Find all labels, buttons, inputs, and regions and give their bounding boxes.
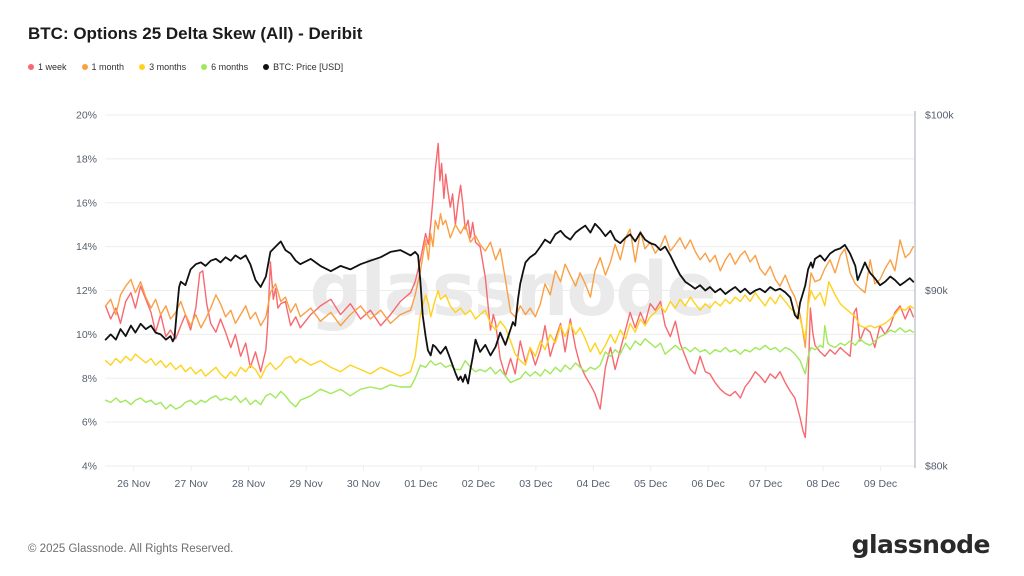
series-line-6-months xyxy=(104,324,914,410)
copyright-text: © 2025 Glassnode. All Rights Reserved. xyxy=(28,543,234,555)
page-title: BTC: Options 25 Delta Skew (All) - Derib… xyxy=(28,24,363,43)
x-axis-tick-label: 06 Dec xyxy=(692,478,725,490)
legend-label: 1 month xyxy=(91,62,125,72)
left-axis-tick-label: 12% xyxy=(76,285,97,297)
left-axis-tick-label: 8% xyxy=(82,373,97,385)
legend-dot-1-week xyxy=(28,64,34,70)
x-axis-tick-label: 02 Dec xyxy=(462,478,495,490)
x-axis-tick-label: 04 Dec xyxy=(577,478,610,490)
legend-label: BTC: Price [USD] xyxy=(273,62,344,72)
right-axis-tick-label: $90k xyxy=(925,285,949,297)
legend-dot-6-months xyxy=(201,64,208,70)
legend-label: 1 week xyxy=(38,62,67,72)
x-axis-tick-label: 09 Dec xyxy=(864,478,897,490)
legend-dot-3-months xyxy=(139,64,146,70)
legend-item-3-months[interactable]: 3 months xyxy=(139,62,186,72)
x-axis-tick-label: 08 Dec xyxy=(806,478,839,490)
legend-dot-btc-price-usd xyxy=(263,64,270,70)
left-axis-tick-label: 4% xyxy=(82,461,97,473)
x-axis-tick-label: 03 Dec xyxy=(519,478,552,490)
legend-item-1-month[interactable]: 1 month xyxy=(81,62,125,72)
left-axis-tick-label: 6% xyxy=(82,417,97,429)
series-line-1-week xyxy=(104,142,914,439)
x-axis-tick-label: 28 Nov xyxy=(232,478,266,490)
legend: 1 week 1 month 3 months 6 months BTC: Price … xyxy=(28,62,343,72)
legend-item-btc-price-usd[interactable]: BTC: Price [USD] xyxy=(263,62,343,72)
left-axis-tick-label: 14% xyxy=(76,241,97,253)
series-line-btc-price-usd xyxy=(104,222,915,385)
left-axis-tick-label: 10% xyxy=(76,329,97,341)
legend-item-1-week[interactable]: 1 week xyxy=(28,62,67,72)
legend-label: 6 months xyxy=(211,62,249,72)
right-axis-tick-label: $80k xyxy=(925,461,949,473)
x-axis-tick-label: 01 Dec xyxy=(404,478,437,490)
x-axis-tick-label: 29 Nov xyxy=(289,478,323,490)
x-axis-tick-label: 07 Dec xyxy=(749,478,782,490)
x-axis-tick-label: 26 Nov xyxy=(117,478,151,490)
legend-item-6-months[interactable]: 6 months xyxy=(201,62,248,72)
legend-label: 3 months xyxy=(149,62,187,72)
left-axis-tick-label: 16% xyxy=(76,197,97,209)
x-axis-tick-label: 05 Dec xyxy=(634,478,667,490)
x-axis-tick-label: 27 Nov xyxy=(175,478,209,490)
left-axis-tick-label: 18% xyxy=(76,153,97,165)
left-axis-tick-label: 20% xyxy=(76,110,97,122)
series-line-1-month xyxy=(104,212,914,349)
right-axis-tick-label: $100k xyxy=(925,110,954,122)
glassnode-logo: glassnode xyxy=(851,530,991,559)
x-axis-tick-label: 30 Nov xyxy=(347,478,381,490)
legend-dot-1-month xyxy=(81,64,88,70)
series-line-3-months xyxy=(104,281,914,379)
